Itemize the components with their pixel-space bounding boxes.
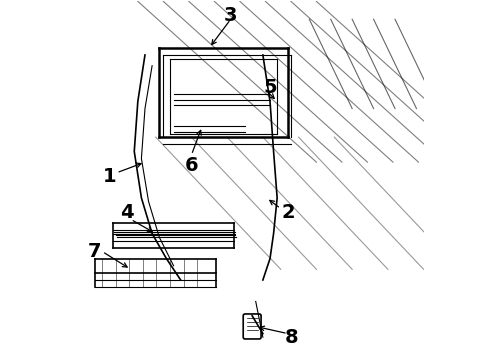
Text: 1: 1: [102, 167, 116, 186]
Text: 7: 7: [88, 242, 102, 261]
Text: 8: 8: [285, 328, 298, 347]
Text: 4: 4: [121, 203, 134, 222]
Text: 2: 2: [281, 203, 294, 222]
Text: 5: 5: [263, 78, 277, 96]
Text: 3: 3: [224, 6, 238, 25]
Text: 6: 6: [185, 156, 198, 175]
FancyBboxPatch shape: [243, 314, 261, 339]
